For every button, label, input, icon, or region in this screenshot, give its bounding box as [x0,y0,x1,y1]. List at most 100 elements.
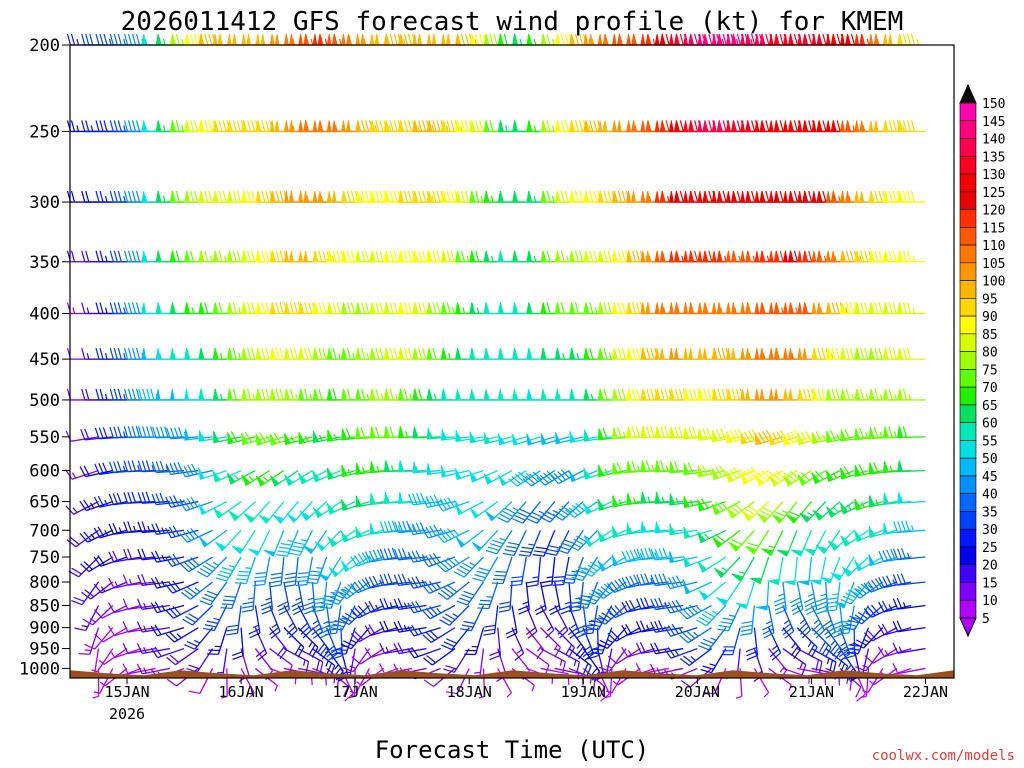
wind-barb [897,250,926,263]
wind-barb [668,388,698,401]
wind-barb [683,388,712,401]
wind-barb [892,573,926,586]
colorbar-label: 120 [982,204,1005,219]
colorbar-label: 5 [982,612,990,627]
wind-barb [383,190,413,203]
wind-barb [583,190,612,203]
wind-barb [283,605,298,639]
wind-barb [436,556,470,573]
wind-barb [512,347,541,360]
wind-barb [882,250,912,263]
wind-barb [712,529,741,548]
wind-barb [397,388,427,401]
wind-barb [137,521,170,534]
wind-barb [421,552,456,568]
wind-barb [412,302,441,315]
wind-barb [184,302,213,315]
wind-barb [532,530,556,557]
y-tick-label: 500 [29,391,60,411]
wind-barb [512,190,541,203]
wind-barb [716,581,741,606]
colorbar-swatch [959,280,977,299]
wind-barb [255,250,284,263]
wind-barb [711,388,741,401]
wind-barb [851,604,884,625]
wind-barb [811,302,840,315]
x-tick-label: 18JAN [447,683,492,701]
wind-barb [512,250,541,263]
x-axis-label: Forecast Time (UTC) [375,736,650,764]
wind-barb [489,627,502,661]
y-tick-label: 450 [29,350,60,370]
colorbar-label: 20 [982,559,998,574]
wind-barb [868,525,898,538]
wind-barb [276,530,299,557]
wind-barb [797,430,826,446]
wind-barb [137,598,170,610]
wind-barb [569,302,598,315]
colorbar-label: 40 [982,488,998,503]
wind-barb [697,556,727,573]
wind-barb [198,250,227,263]
wind-barb [539,605,555,639]
wind-barb [526,501,556,524]
wind-barb [226,347,256,360]
wind-barb [412,347,441,360]
wind-barb [422,627,456,644]
wind-barb [534,581,547,616]
wind-barb [455,347,484,360]
wind-barb [298,388,327,401]
colorbar-label: 150 [982,97,1005,112]
wind-barb [445,668,470,695]
wind-barb [825,581,841,613]
wind-barb [540,190,570,203]
wind-barb [234,556,256,585]
wind-barb [740,605,756,636]
colorbar-swatch [959,191,977,210]
colorbar-label: 10 [982,594,998,609]
wind-barb [155,250,185,263]
y-axis-labels: 200 250 300 350 400 450 500 550 600 650 700 750 800 8… [19,36,60,679]
wind-barb [439,605,470,626]
wind-barb [298,469,327,485]
wind-barb [221,668,228,699]
wind-barb [91,648,114,673]
wind-barb [683,462,712,476]
wind-barb [839,250,869,263]
wind-barb [505,605,518,639]
wind-barb [882,426,912,439]
wind-barb [790,530,813,557]
wind-barb [198,190,227,203]
colorbar-swatch [959,315,977,335]
wind-barb [626,302,655,315]
wind-barb [255,388,284,401]
wind-barb [554,250,584,263]
wind-barb [455,302,484,315]
wind-barb [583,388,612,401]
wind-barb [569,431,598,444]
wind-barb [497,120,527,133]
wind-barb [342,648,370,673]
wind-barb [355,120,384,133]
wind-barb [611,190,641,203]
x-axis-ticks: 15JAN 2026 16JAN 17JAN 18JAN 19JAN 20JAN 21JAN 2… [104,678,948,723]
wind-barb [369,426,398,439]
wind-barb [583,250,612,263]
wind-barb [455,190,484,203]
wind-barb [567,529,599,551]
wind-barb [669,551,698,564]
wind-barb [745,627,759,661]
wind-barb [555,432,584,445]
wind-barb [383,460,413,473]
wind-barb [151,492,185,506]
wind-barb [717,605,741,632]
wind-barb [253,556,271,587]
wind-barb [540,627,561,658]
wind-barb [469,190,498,203]
colorbar-label: 35 [982,505,998,520]
wind-barb [598,648,627,672]
wind-barb [683,250,712,263]
wind-barb [340,302,370,315]
wind-barb [379,547,413,561]
wind-barb [569,347,598,360]
